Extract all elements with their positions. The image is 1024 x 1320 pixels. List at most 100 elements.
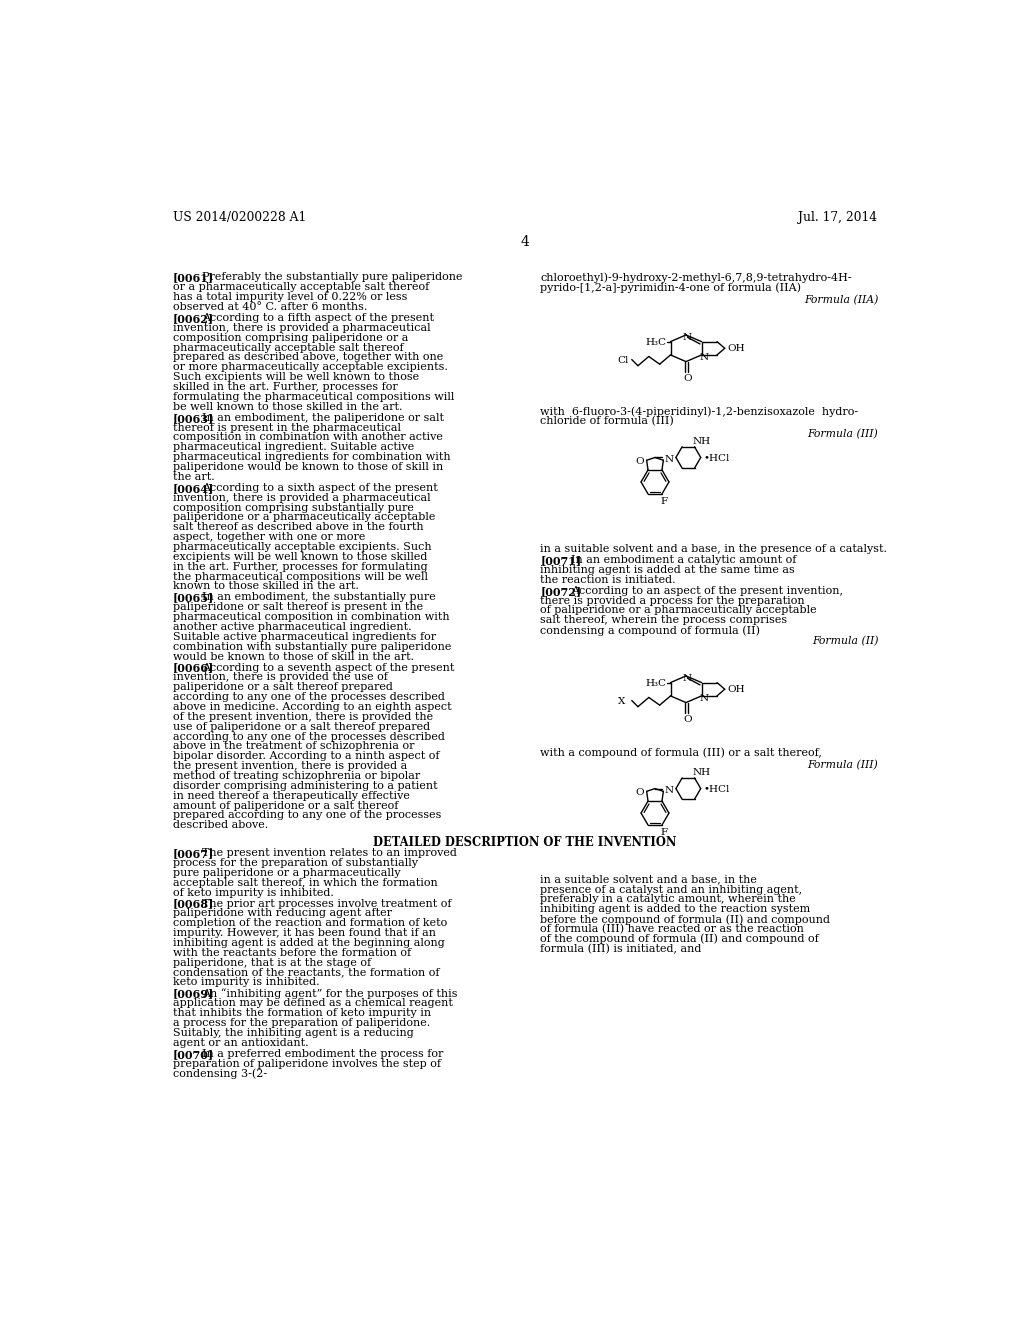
Text: 4: 4 [520,235,529,249]
Text: agent or an antioxidant.: agent or an antioxidant. [173,1038,308,1048]
Text: thereof is present in the pharmaceutical: thereof is present in the pharmaceutical [173,422,401,433]
Text: of formula (III) have reacted or as the reaction: of formula (III) have reacted or as the … [541,924,804,935]
Text: there is provided a process for the preparation: there is provided a process for the prep… [541,595,805,606]
Text: pharmaceutical composition in combination with: pharmaceutical composition in combinatio… [173,612,450,622]
Text: keto impurity is inhibited.: keto impurity is inhibited. [173,977,319,987]
Text: above in the treatment of schizophrenia or: above in the treatment of schizophrenia … [173,742,415,751]
Text: composition in combination with another active: composition in combination with another … [173,433,442,442]
Text: [0066]: [0066] [173,663,214,673]
Text: process for the preparation of substantially: process for the preparation of substanti… [173,858,418,869]
Text: invention, there is provided a pharmaceutical: invention, there is provided a pharmaceu… [173,492,430,503]
Text: of paliperidone or a pharmaceutically acceptable: of paliperidone or a pharmaceutically ac… [541,606,817,615]
Text: NH: NH [693,768,711,777]
Text: a process for the preparation of paliperidone.: a process for the preparation of paliper… [173,1018,430,1028]
Text: has a total impurity level of 0.22% or less: has a total impurity level of 0.22% or l… [173,292,408,302]
Text: [0069]: [0069] [173,989,214,999]
Text: •HCl: •HCl [703,784,730,793]
Text: US 2014/0200228 A1: US 2014/0200228 A1 [173,211,306,224]
Text: another active pharmaceutical ingredient.: another active pharmaceutical ingredient… [173,622,412,632]
Text: O: O [636,788,644,797]
Text: OH: OH [727,343,744,352]
Text: application may be defined as a chemical reagent: application may be defined as a chemical… [173,998,453,1008]
Text: Jul. 17, 2014: Jul. 17, 2014 [798,211,877,224]
Text: disorder comprising administering to a patient: disorder comprising administering to a p… [173,781,437,791]
Text: N: N [700,352,709,362]
Text: In a preferred embodiment the process for: In a preferred embodiment the process fo… [203,1049,443,1059]
Text: known to those skilled in the art.: known to those skilled in the art. [173,581,358,591]
Text: in need thereof a therapeutically effective: in need thereof a therapeutically effect… [173,791,410,801]
Text: [0062]: [0062] [173,313,214,323]
Text: completion of the reaction and formation of keto: completion of the reaction and formation… [173,919,447,928]
Text: the pharmaceutical compositions will be well: the pharmaceutical compositions will be … [173,572,428,582]
Text: O: O [683,715,691,723]
Text: would be known to those of skill in the art.: would be known to those of skill in the … [173,652,414,661]
Text: combination with substantially pure paliperidone: combination with substantially pure pali… [173,642,452,652]
Text: before the compound of formula (II) and compound: before the compound of formula (II) and … [541,913,830,924]
Text: N: N [683,675,692,684]
Text: observed at 40° C. after 6 months.: observed at 40° C. after 6 months. [173,302,368,312]
Text: Suitable active pharmaceutical ingredients for: Suitable active pharmaceutical ingredien… [173,632,436,642]
Text: above in medicine. According to an eighth aspect: above in medicine. According to an eight… [173,702,452,711]
Text: in a suitable solvent and a base, in the presence of a catalyst.: in a suitable solvent and a base, in the… [541,544,888,553]
Text: paliperidone, that is at the stage of: paliperidone, that is at the stage of [173,958,371,968]
Text: pharmaceutically acceptable salt thereof: pharmaceutically acceptable salt thereof [173,342,403,352]
Text: amount of paliperidone or a salt thereof: amount of paliperidone or a salt thereof [173,800,398,810]
Text: DETAILED DESCRIPTION OF THE INVENTION: DETAILED DESCRIPTION OF THE INVENTION [373,836,677,849]
Text: •HCl: •HCl [703,454,730,462]
Text: the present invention, there is provided a: the present invention, there is provided… [173,762,408,771]
Text: paliperidone would be known to those of skill in: paliperidone would be known to those of … [173,462,443,473]
Text: in a suitable solvent and a base, in the: in a suitable solvent and a base, in the [541,875,757,884]
Text: [0072]: [0072] [541,586,582,597]
Text: with the reactants before the formation of: with the reactants before the formation … [173,948,411,958]
Text: O: O [636,457,644,466]
Text: composition comprising paliperidone or a: composition comprising paliperidone or a [173,333,409,343]
Text: or more pharmaceutically acceptable excipients.: or more pharmaceutically acceptable exci… [173,362,447,372]
Text: pyrido-[1,2-a]-pyrimidin-4-one of formula (IIA): pyrido-[1,2-a]-pyrimidin-4-one of formul… [541,282,802,293]
Text: Cl: Cl [617,355,629,364]
Text: according to any one of the processes described: according to any one of the processes de… [173,731,444,742]
Text: [0067]: [0067] [173,849,214,859]
Text: [0070]: [0070] [173,1049,214,1060]
Text: In an embodiment, the substantially pure: In an embodiment, the substantially pure [203,593,436,602]
Text: pure paliperidone or a pharmaceutically: pure paliperidone or a pharmaceutically [173,867,400,878]
Text: According to a fifth aspect of the present: According to a fifth aspect of the prese… [203,313,434,323]
Text: invention, there is provided a pharmaceutical: invention, there is provided a pharmaceu… [173,323,430,333]
Text: that inhibits the formation of keto impurity in: that inhibits the formation of keto impu… [173,1008,431,1018]
Text: salt thereof as described above in the fourth: salt thereof as described above in the f… [173,523,424,532]
Text: of the present invention, there is provided the: of the present invention, there is provi… [173,711,433,722]
Text: Formula (II): Formula (II) [812,636,879,647]
Text: inhibiting agent is added at the beginning along: inhibiting agent is added at the beginni… [173,939,444,948]
Text: invention, there is provided the use of: invention, there is provided the use of [173,672,388,682]
Text: F: F [660,828,668,837]
Text: F: F [660,498,668,506]
Text: composition comprising substantially pure: composition comprising substantially pur… [173,503,414,512]
Text: aspect, together with one or more: aspect, together with one or more [173,532,366,543]
Text: with  6-fluoro-3-(4-piperidinyl)-1,2-benzisoxazole  hydro-: with 6-fluoro-3-(4-piperidinyl)-1,2-benz… [541,407,858,417]
Text: of the compound of formula (II) and compound of: of the compound of formula (II) and comp… [541,933,819,944]
Text: [0061]: [0061] [173,272,214,284]
Text: described above.: described above. [173,820,268,830]
Text: condensing 3-(2-: condensing 3-(2- [173,1068,267,1078]
Text: excipients will be well known to those skilled: excipients will be well known to those s… [173,552,427,562]
Text: According to a seventh aspect of the present: According to a seventh aspect of the pre… [203,663,455,672]
Text: according to any one of the processes described: according to any one of the processes de… [173,692,444,702]
Text: of keto impurity is inhibited.: of keto impurity is inhibited. [173,887,334,898]
Text: pharmaceutical ingredients for combination with: pharmaceutical ingredients for combinati… [173,451,451,462]
Text: condensation of the reactants, the formation of: condensation of the reactants, the forma… [173,968,439,978]
Text: bipolar disorder. According to a ninth aspect of: bipolar disorder. According to a ninth a… [173,751,439,762]
Text: preparation of paliperidone involves the step of: preparation of paliperidone involves the… [173,1059,441,1069]
Text: condensing a compound of formula (II): condensing a compound of formula (II) [541,626,760,636]
Text: The present invention relates to an improved: The present invention relates to an impr… [203,849,458,858]
Text: [0071]: [0071] [541,554,582,566]
Text: Formula (IIA): Formula (IIA) [804,296,879,305]
Text: N: N [700,693,709,702]
Text: impurity. However, it has been found that if an: impurity. However, it has been found tha… [173,928,436,939]
Text: chloride of formula (III): chloride of formula (III) [541,416,674,426]
Text: [0065]: [0065] [173,593,214,603]
Text: acceptable salt thereof, in which the formation: acceptable salt thereof, in which the fo… [173,878,437,888]
Text: In an embodiment, the paliperidone or salt: In an embodiment, the paliperidone or sa… [203,413,444,422]
Text: O: O [683,374,691,383]
Text: N: N [665,785,673,795]
Text: or a pharmaceutically acceptable salt thereof: or a pharmaceutically acceptable salt th… [173,282,429,292]
Text: use of paliperidone or a salt thereof prepared: use of paliperidone or a salt thereof pr… [173,722,430,731]
